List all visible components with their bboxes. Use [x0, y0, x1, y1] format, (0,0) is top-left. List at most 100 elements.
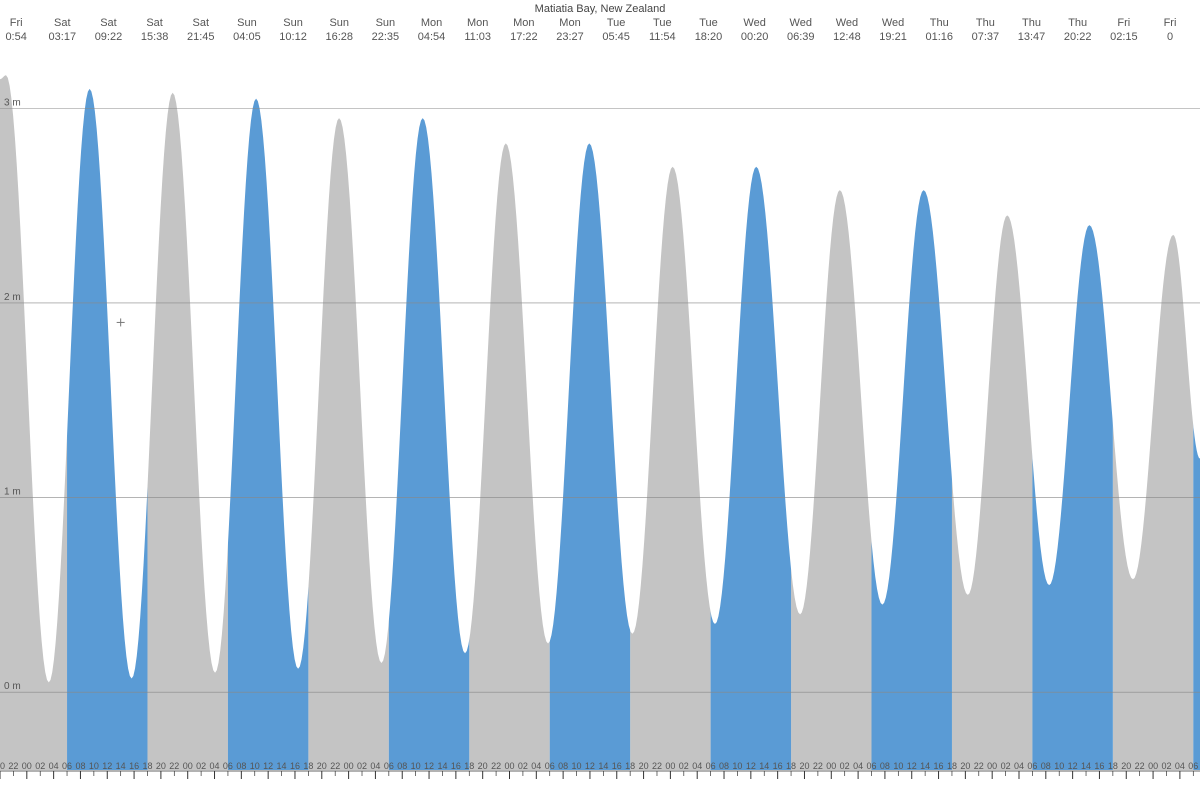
- x-tick-label: 02: [840, 761, 850, 771]
- header-day: Sat: [146, 17, 163, 29]
- x-tick-label: 22: [974, 761, 984, 771]
- tide-chart-svg: 0 m1 m2 m3 m2022000408121620020610141822…: [0, 0, 1200, 800]
- header-day: Mon: [559, 17, 580, 29]
- header-time: 05:45: [602, 31, 630, 43]
- header-time: 0: [1167, 31, 1173, 43]
- header-time: 06:39: [787, 31, 815, 43]
- x-tick-label: 02: [679, 761, 689, 771]
- x-tick-label: 06: [1027, 761, 1037, 771]
- x-tick-label: 16: [1094, 761, 1104, 771]
- header-time: 03:17: [49, 31, 77, 43]
- x-tick-label: 04: [853, 761, 863, 771]
- header-day: Thu: [1068, 17, 1087, 29]
- header-time: 11:54: [649, 31, 676, 43]
- header-time: 17:22: [510, 31, 538, 43]
- x-tick-label: 10: [732, 761, 742, 771]
- header-day: Thu: [976, 17, 995, 29]
- header-day: Fri: [1117, 17, 1130, 29]
- x-tick-label: 22: [169, 761, 179, 771]
- header-day: Sun: [376, 17, 396, 29]
- x-tick-label: 20: [0, 761, 5, 771]
- header-day: Sat: [100, 17, 117, 29]
- x-tick-label: 10: [572, 761, 582, 771]
- x-tick-label: 18: [947, 761, 957, 771]
- x-tick-label: 06: [867, 761, 877, 771]
- x-tick-label: 18: [1108, 761, 1118, 771]
- header-day: Fri: [10, 17, 23, 29]
- x-tick-label: 14: [116, 761, 126, 771]
- header-day: Thu: [930, 17, 949, 29]
- x-tick-label: 02: [1161, 761, 1171, 771]
- header-time: 18:20: [695, 31, 723, 43]
- header-time: 04:54: [418, 31, 446, 43]
- tide-chart: 0 m1 m2 m3 m2022000408121620020610141822…: [0, 0, 1200, 800]
- x-tick-label: 10: [250, 761, 260, 771]
- x-tick-label: 00: [987, 761, 997, 771]
- x-tick-label: 12: [102, 761, 112, 771]
- x-tick-label: 18: [303, 761, 313, 771]
- x-tick-label: 22: [491, 761, 501, 771]
- x-tick-label: 06: [1188, 761, 1198, 771]
- header-day: Tue: [653, 17, 672, 29]
- x-tick-label: 00: [504, 761, 514, 771]
- header-day: Fri: [1164, 17, 1177, 29]
- header-time: 01:16: [925, 31, 953, 43]
- x-tick-label: 16: [773, 761, 783, 771]
- header-time: 0:54: [5, 31, 26, 43]
- header-day: Thu: [1022, 17, 1041, 29]
- x-tick-label: 04: [49, 761, 59, 771]
- x-tick-label: 22: [330, 761, 340, 771]
- x-tick-label: 04: [1014, 761, 1024, 771]
- x-tick-label: 12: [263, 761, 273, 771]
- x-tick-label: 16: [934, 761, 944, 771]
- x-tick-label: 16: [451, 761, 461, 771]
- header-time: 23:27: [556, 31, 584, 43]
- x-tick-label: 00: [183, 761, 193, 771]
- x-tick-label: 04: [531, 761, 541, 771]
- header-time: 11:03: [464, 31, 491, 43]
- x-tick-label: 02: [35, 761, 45, 771]
- x-tick-label: 00: [826, 761, 836, 771]
- x-tick-label: 22: [813, 761, 823, 771]
- x-tick-label: 16: [612, 761, 622, 771]
- header-time: 09:22: [95, 31, 123, 43]
- header-day: Sun: [283, 17, 303, 29]
- header-day: Mon: [421, 17, 442, 29]
- header-day: Wed: [836, 17, 858, 29]
- x-tick-label: 14: [759, 761, 769, 771]
- x-tick-label: 10: [411, 761, 421, 771]
- x-tick-label: 22: [1135, 761, 1145, 771]
- header-time: 02:15: [1110, 31, 1138, 43]
- header-day: Wed: [882, 17, 904, 29]
- x-tick-label: 00: [22, 761, 32, 771]
- x-tick-label: 14: [920, 761, 930, 771]
- header-day: Sat: [54, 17, 71, 29]
- x-tick-label: 12: [1068, 761, 1078, 771]
- x-tick-label: 20: [639, 761, 649, 771]
- y-axis-label: 0 m: [4, 681, 21, 692]
- x-tick-label: 04: [210, 761, 220, 771]
- header-time: 07:37: [972, 31, 1000, 43]
- x-tick-label: 20: [317, 761, 327, 771]
- x-tick-label: 02: [1001, 761, 1011, 771]
- header-day: Wed: [790, 17, 812, 29]
- header-time: 12:48: [833, 31, 861, 43]
- x-tick-label: 20: [478, 761, 488, 771]
- header-time: 04:05: [233, 31, 261, 43]
- x-tick-label: 12: [585, 761, 595, 771]
- y-axis-label: 3 m: [4, 97, 21, 108]
- x-tick-label: 08: [880, 761, 890, 771]
- x-tick-label: 20: [799, 761, 809, 771]
- x-tick-label: 14: [598, 761, 608, 771]
- x-tick-label: 20: [1121, 761, 1131, 771]
- x-tick-label: 02: [518, 761, 528, 771]
- x-tick-label: 08: [236, 761, 246, 771]
- x-tick-label: 22: [8, 761, 18, 771]
- header-day: Sun: [329, 17, 349, 29]
- x-tick-label: 08: [1041, 761, 1051, 771]
- x-tick-label: 04: [370, 761, 380, 771]
- header-day: Sat: [193, 17, 210, 29]
- x-tick-label: 16: [129, 761, 139, 771]
- x-tick-label: 06: [384, 761, 394, 771]
- x-tick-label: 10: [1054, 761, 1064, 771]
